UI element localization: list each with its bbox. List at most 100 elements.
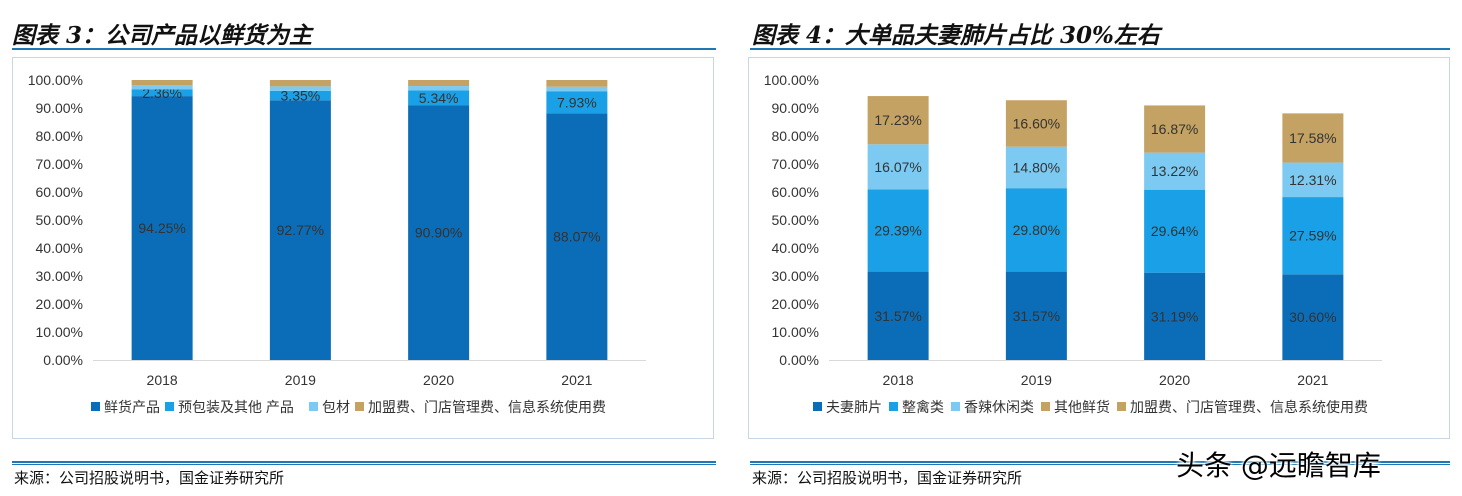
bar-segment (131, 80, 193, 86)
source-rule-left (12, 461, 716, 463)
y-tick-label: 20.00% (36, 296, 83, 312)
y-tick-label: 10.00% (772, 324, 819, 340)
x-tick-label: 2021 (561, 372, 592, 388)
bar-segment (546, 86, 608, 92)
bar-segment (1282, 274, 1344, 360)
bar-segment (1144, 152, 1206, 190)
bar-segment (1282, 113, 1344, 163)
legend-swatch (309, 402, 318, 411)
panel-title-right: 图表 4：大单品夫妻肺片占比 30%左右 (752, 22, 1160, 49)
data-label: 31.57% (874, 308, 921, 324)
legend-label: 其他鲜货 (1054, 399, 1110, 415)
legend-label: 加盟费、门店管理费、信息系统使用费 (368, 399, 606, 415)
legend-label: 夫妻肺片 (826, 399, 882, 415)
legend-swatch (889, 402, 898, 411)
y-tick-label: 40.00% (772, 240, 819, 256)
bar-segment (867, 96, 929, 145)
data-label: 16.87% (1151, 121, 1198, 137)
data-label: 31.57% (1013, 308, 1060, 324)
data-label: 5.34% (419, 90, 459, 106)
y-tick-label: 50.00% (772, 212, 819, 228)
bar-segment (1282, 162, 1344, 198)
x-tick-label: 2019 (285, 372, 316, 388)
y-tick-label: 90.00% (772, 100, 819, 116)
data-label: 29.80% (1013, 222, 1060, 238)
panel-title-left: 图表 3：公司产品以鲜货为主 (12, 22, 313, 49)
bar-segment (1144, 272, 1206, 360)
x-tick-label: 2018 (147, 372, 178, 388)
data-label: 3.35% (281, 88, 321, 104)
bar-segment (269, 90, 331, 101)
data-label: 14.80% (1013, 159, 1060, 175)
legend-swatch (165, 402, 174, 411)
y-tick-label: 100.00% (764, 72, 819, 88)
data-label: 31.19% (1151, 308, 1198, 324)
bar-segment (867, 189, 929, 272)
legend-label: 预包装及其他 产品 (178, 399, 294, 415)
legend-label: 包材 (322, 399, 350, 415)
y-tick-label: 50.00% (36, 212, 83, 228)
legend-swatch (1117, 402, 1126, 411)
data-label: 27.59% (1289, 228, 1336, 244)
data-label: 90.90% (415, 225, 462, 241)
legend-label: 香辣休闲类 (964, 399, 1034, 415)
chart-left-svg: 0.00% 10.00% 20.00% 30.00% 40.00% 50.00% 60.00… (28, 72, 646, 415)
bar-segment (131, 89, 193, 97)
source-note-right: 来源：公司招股说明书，国金证券研究所 (752, 469, 1023, 487)
legend-swatch (951, 402, 960, 411)
x-tick-label: 2019 (1021, 372, 1052, 388)
data-label: 12.31% (1289, 172, 1336, 188)
bar-segment (1005, 188, 1067, 272)
bar-segment (408, 80, 470, 87)
y-tick-label: 100.00% (28, 72, 83, 88)
bar-segment (1282, 197, 1344, 275)
bar-segment (269, 86, 331, 91)
data-label: 16.60% (1013, 115, 1060, 131)
y-tick-label: 90.00% (36, 100, 83, 116)
x-tick-label: 2018 (883, 372, 914, 388)
chart-right: 0.00% 10.00% 20.00% 30.00% 40.00% 50.00% 60.00… (748, 57, 1450, 439)
y-tick-label: 0.00% (43, 352, 83, 368)
bar-segment (546, 91, 608, 114)
bar-segment (408, 105, 470, 360)
bar-segment (408, 86, 470, 91)
y-tick-label: 60.00% (772, 184, 819, 200)
y-tick-label: 0.00% (779, 352, 819, 368)
y-tick-label: 70.00% (36, 156, 83, 172)
chart-left: 0.00% 10.00% 20.00% 30.00% 40.00% 50.00% 60.00… (12, 57, 714, 439)
source-note-left: 来源：公司招股说明书，国金证券研究所 (14, 469, 285, 487)
data-label: 7.93% (557, 94, 597, 110)
y-tick-label: 20.00% (772, 296, 819, 312)
bar-segment (867, 144, 929, 190)
bar-segment (1144, 189, 1206, 273)
y-tick-label: 80.00% (772, 128, 819, 144)
y-tick-label: 30.00% (772, 268, 819, 284)
data-label: 94.25% (138, 220, 185, 236)
bar-segment (1005, 271, 1067, 360)
y-tick-label: 30.00% (36, 268, 83, 284)
bar-segment (1144, 105, 1206, 153)
title-rule-right (750, 48, 1450, 50)
bar-segment (546, 113, 608, 361)
bar-segment (131, 96, 193, 360)
data-label: 29.39% (874, 222, 921, 238)
data-label: 88.07% (553, 229, 600, 245)
y-tick-label: 40.00% (36, 240, 83, 256)
legend-label: 鲜货产品 (104, 399, 160, 415)
legend-swatch (355, 402, 364, 411)
y-tick-label: 70.00% (772, 156, 819, 172)
legend-swatch (813, 402, 822, 411)
bar-segment (546, 80, 608, 87)
data-label: 17.23% (874, 112, 921, 128)
data-label: 30.60% (1289, 309, 1336, 325)
data-label: 13.22% (1151, 163, 1198, 179)
data-label: 16.07% (874, 159, 921, 175)
legend-swatch (1041, 402, 1050, 411)
chart-right-svg: 0.00% 10.00% 20.00% 30.00% 40.00% 50.00% 60.00… (764, 72, 1382, 415)
data-label: 92.77% (277, 222, 324, 238)
legend-label: 整禽类 (902, 399, 944, 415)
bar-segment (269, 100, 331, 360)
bar-segment (131, 85, 193, 90)
source-rule-left-thin (12, 464, 716, 465)
y-tick-label: 60.00% (36, 184, 83, 200)
